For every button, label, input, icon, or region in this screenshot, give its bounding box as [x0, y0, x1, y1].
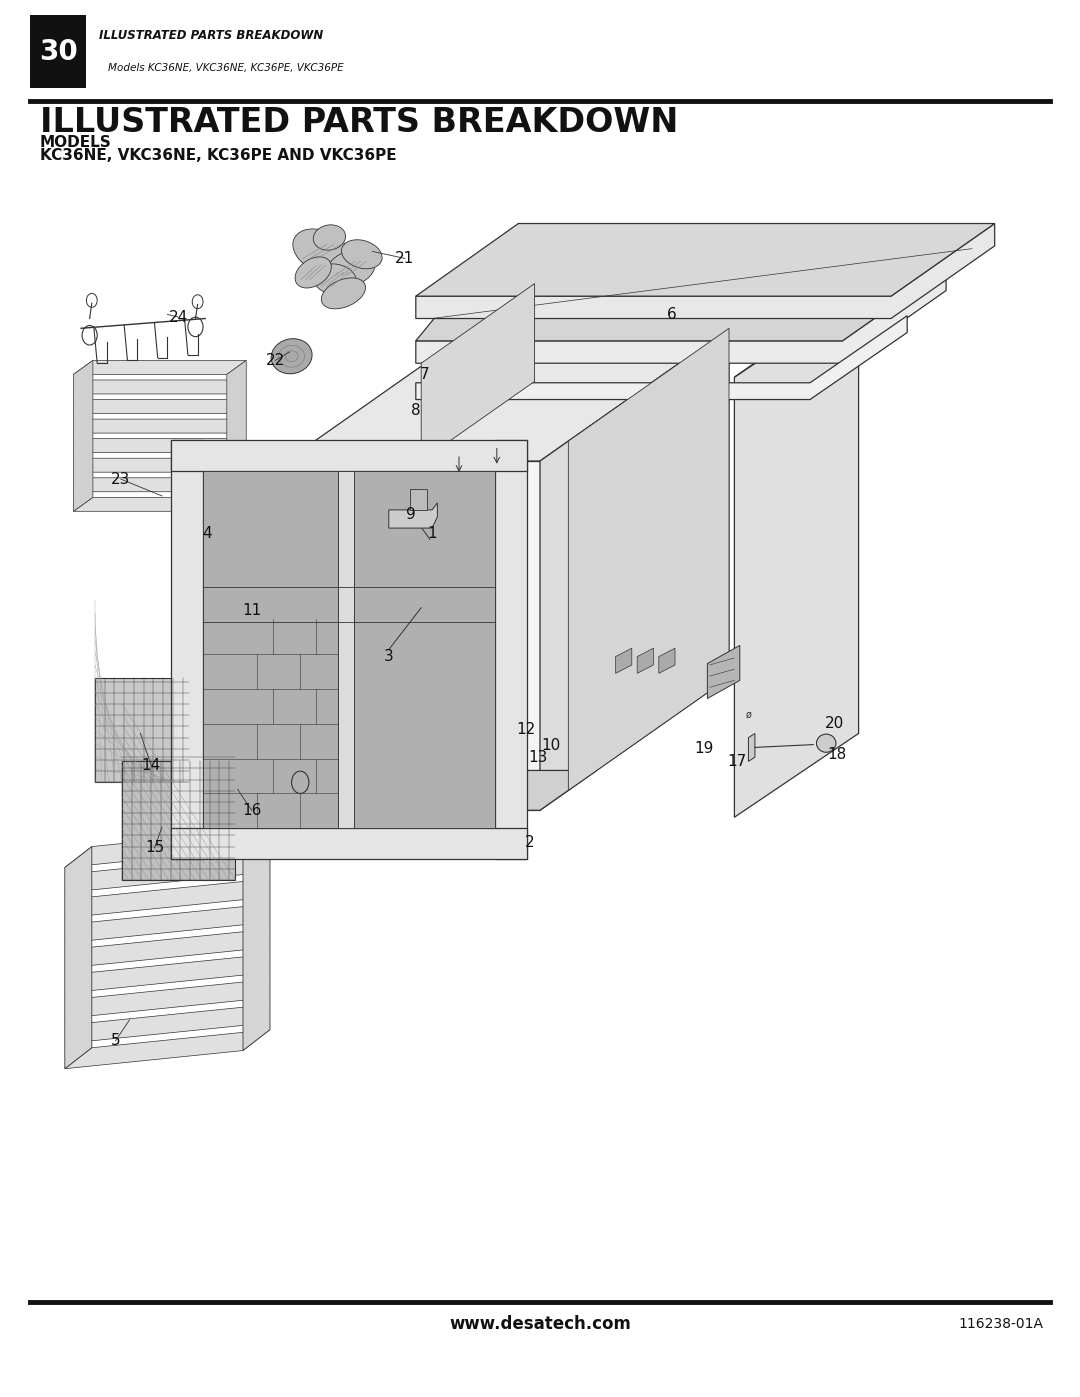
- Text: 2: 2: [525, 835, 534, 849]
- Polygon shape: [65, 929, 270, 968]
- Polygon shape: [416, 224, 995, 296]
- Polygon shape: [454, 615, 518, 671]
- Text: 1: 1: [428, 527, 436, 541]
- Polygon shape: [243, 828, 270, 1051]
- Ellipse shape: [816, 735, 836, 752]
- Text: 19: 19: [694, 742, 714, 756]
- Polygon shape: [416, 268, 946, 341]
- Ellipse shape: [271, 338, 312, 374]
- Text: 17: 17: [727, 754, 746, 768]
- Polygon shape: [734, 254, 916, 377]
- Text: 20: 20: [825, 717, 845, 731]
- Polygon shape: [416, 268, 946, 363]
- Polygon shape: [616, 648, 632, 673]
- Text: 13: 13: [528, 750, 548, 764]
- Polygon shape: [319, 531, 518, 789]
- Text: 22: 22: [266, 353, 285, 367]
- Polygon shape: [637, 648, 653, 673]
- Text: 16: 16: [242, 803, 261, 817]
- Polygon shape: [65, 854, 270, 893]
- Polygon shape: [416, 224, 995, 319]
- Ellipse shape: [293, 229, 351, 274]
- Text: 21: 21: [395, 251, 415, 265]
- Polygon shape: [73, 497, 246, 511]
- Polygon shape: [408, 483, 441, 525]
- Text: www.desatech.com: www.desatech.com: [449, 1316, 631, 1333]
- Polygon shape: [389, 503, 437, 528]
- Polygon shape: [495, 440, 527, 859]
- Text: 14: 14: [141, 759, 161, 773]
- Text: 18: 18: [827, 747, 847, 761]
- Polygon shape: [203, 471, 338, 828]
- Ellipse shape: [341, 240, 382, 268]
- Text: 116238-01A: 116238-01A: [958, 1317, 1043, 1331]
- Text: 11: 11: [242, 604, 261, 617]
- Text: 3: 3: [383, 650, 394, 664]
- Polygon shape: [748, 733, 755, 761]
- Polygon shape: [65, 879, 270, 918]
- Polygon shape: [286, 461, 540, 810]
- Polygon shape: [65, 904, 270, 943]
- Polygon shape: [707, 645, 740, 698]
- Text: ILLUSTRATED PARTS BREAKDOWN: ILLUSTRATED PARTS BREAKDOWN: [99, 29, 324, 42]
- Ellipse shape: [322, 278, 365, 309]
- Text: 24: 24: [168, 310, 188, 324]
- Text: 6: 6: [666, 307, 677, 321]
- Polygon shape: [171, 828, 527, 859]
- Text: 9: 9: [405, 507, 416, 521]
- Text: 12: 12: [516, 722, 536, 736]
- Text: KC36NE, VKC36NE, KC36PE AND VKC36PE: KC36NE, VKC36NE, KC36PE AND VKC36PE: [40, 148, 396, 162]
- Text: 8: 8: [411, 404, 420, 418]
- Polygon shape: [95, 678, 189, 782]
- Polygon shape: [65, 1004, 270, 1044]
- Text: ILLUSTRATED PARTS BREAKDOWN: ILLUSTRATED PARTS BREAKDOWN: [40, 106, 678, 140]
- Polygon shape: [421, 284, 535, 461]
- Polygon shape: [227, 360, 246, 511]
- Polygon shape: [286, 771, 597, 810]
- Polygon shape: [286, 328, 729, 461]
- Text: 5: 5: [111, 1034, 120, 1048]
- Polygon shape: [362, 467, 419, 506]
- Polygon shape: [171, 440, 527, 471]
- Polygon shape: [338, 471, 354, 828]
- Polygon shape: [73, 419, 246, 433]
- Ellipse shape: [313, 264, 356, 295]
- Polygon shape: [65, 954, 270, 993]
- Text: MODELS: MODELS: [40, 136, 111, 149]
- Polygon shape: [73, 439, 246, 453]
- Text: 7: 7: [420, 367, 429, 381]
- Text: 15: 15: [145, 841, 164, 855]
- Text: Models KC36NE, VKC36NE, KC36PE, VKC36PE: Models KC36NE, VKC36NE, KC36PE, VKC36PE: [108, 63, 343, 73]
- Polygon shape: [568, 328, 729, 791]
- Polygon shape: [540, 328, 729, 810]
- Polygon shape: [65, 1030, 270, 1069]
- Polygon shape: [65, 979, 270, 1018]
- Polygon shape: [65, 847, 92, 1069]
- Text: 23: 23: [111, 472, 131, 486]
- Ellipse shape: [327, 250, 375, 286]
- Polygon shape: [65, 828, 270, 868]
- Text: 4: 4: [203, 527, 212, 541]
- Polygon shape: [416, 316, 907, 400]
- Polygon shape: [171, 440, 203, 859]
- Polygon shape: [232, 506, 408, 525]
- Text: 30: 30: [39, 38, 78, 66]
- Polygon shape: [73, 360, 246, 374]
- Polygon shape: [73, 380, 246, 394]
- Bar: [30, 15, 86, 88]
- Polygon shape: [354, 471, 495, 828]
- Polygon shape: [73, 458, 246, 472]
- Text: ø: ø: [745, 710, 752, 719]
- Polygon shape: [659, 648, 675, 673]
- Ellipse shape: [295, 257, 332, 288]
- Polygon shape: [232, 483, 441, 506]
- Text: 10: 10: [541, 739, 561, 753]
- Polygon shape: [73, 360, 93, 511]
- Polygon shape: [410, 489, 427, 510]
- Ellipse shape: [313, 225, 346, 250]
- Polygon shape: [73, 400, 246, 414]
- Polygon shape: [122, 761, 235, 880]
- Polygon shape: [734, 293, 859, 817]
- Polygon shape: [73, 478, 246, 492]
